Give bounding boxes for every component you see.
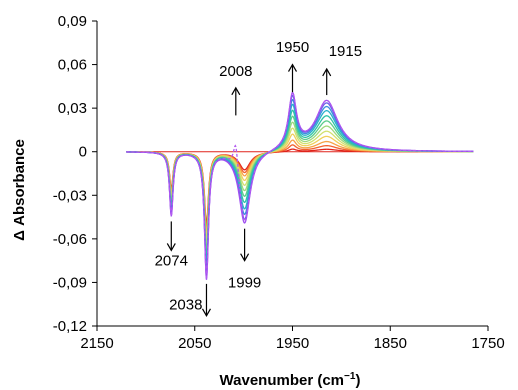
peak-label: 1999 — [228, 275, 261, 292]
peak-arrowhead — [240, 253, 250, 262]
y-tick-label: 0,03 — [58, 100, 87, 117]
y-tick-label: -0,12 — [53, 318, 87, 335]
series-line — [126, 91, 474, 280]
y-tick-label: 0 — [79, 144, 87, 161]
peak-arrowhead — [287, 63, 298, 72]
peak-label: 2038 — [169, 296, 202, 313]
series-line — [126, 139, 474, 234]
series-line — [126, 109, 474, 263]
y-axis-title: Δ Absorbance — [11, 139, 28, 241]
x-tick-label: 2150 — [80, 335, 113, 352]
peak-label: 1950 — [276, 39, 309, 56]
x-axis-title-main: Wavenumber (cm — [220, 372, 344, 389]
peak-label: 1915 — [329, 43, 362, 60]
annotation-layer: 2074 2038 1999 2008 1950 1915 — [155, 39, 362, 318]
x-axis-title: Wavenumber (cm−1) — [220, 371, 361, 389]
series-line — [126, 148, 474, 225]
x-axis-title-close: ) — [355, 372, 360, 389]
series-line — [126, 133, 474, 240]
series-layer — [126, 91, 474, 280]
x-tick-label: 1850 — [374, 335, 407, 352]
series-line — [126, 94, 474, 277]
peak-label: 2074 — [155, 253, 188, 270]
series-line — [126, 115, 474, 257]
y-tick-label: -0,09 — [53, 274, 87, 291]
x-tick-label: 1750 — [471, 335, 504, 352]
x-tick-label: 1950 — [276, 335, 309, 352]
peak-arrowhead — [166, 243, 176, 252]
y-tick-label: -0,03 — [53, 187, 87, 204]
peak-arrowhead — [231, 86, 241, 96]
x-tick-label: 2050 — [178, 335, 211, 352]
y-tick-label: 0,09 — [58, 13, 87, 30]
x-axis-title-sup: −1 — [344, 371, 356, 382]
y-tick-label: 0,06 — [58, 57, 87, 74]
dashed-series-line — [126, 91, 474, 280]
peak-arrowhead — [201, 308, 212, 318]
peak-arrowhead — [322, 67, 332, 77]
y-tick-label: -0,06 — [53, 231, 87, 248]
peak-label: 2008 — [219, 63, 252, 80]
series-line — [126, 127, 474, 245]
